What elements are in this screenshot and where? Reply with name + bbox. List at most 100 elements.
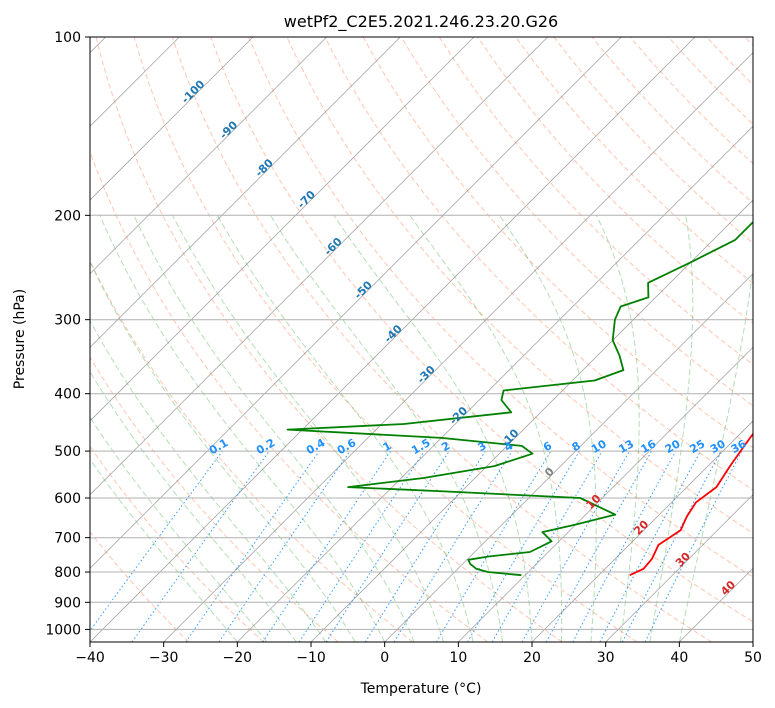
mixing-ratio-label: 8 (570, 439, 583, 454)
dry-adiabat (95, 37, 563, 642)
mixing-ratio-label: 30 (708, 437, 728, 456)
y-tick-label: 800 (54, 565, 81, 581)
moist-adiabat (678, 265, 753, 642)
isotherm-label: -80 (253, 156, 276, 179)
mixing-ratio-line (644, 450, 743, 642)
mixing-ratio-line (545, 450, 653, 642)
isotherm-line (310, 199, 753, 642)
dry-adiabat (210, 37, 753, 623)
moist-adiabat (90, 319, 327, 642)
mixing-ratio-line (218, 450, 351, 642)
chart-title: wetPf2_C2E5.2021.246.23.20.G26 (284, 12, 558, 32)
mixing-ratio-label: 1 (381, 439, 394, 454)
isotherm-label: -30 (415, 363, 438, 386)
mixing-ratio-line (521, 450, 630, 642)
mixing-ratio-line (185, 450, 320, 642)
y-tick-label: 100 (54, 30, 81, 46)
moist-adiabat (499, 215, 597, 642)
isotherm-line (90, 37, 548, 496)
mixing-ratio-line (467, 450, 580, 642)
x-tick-label: 40 (670, 650, 688, 666)
mixing-ratio-label: 13 (616, 437, 636, 456)
moist-adiabat (90, 416, 268, 642)
dry-adiabat (90, 259, 414, 642)
dewpoint-line (286, 220, 753, 577)
moist-adiabat (409, 215, 563, 642)
mixing-ratio-label: 1.5 (409, 436, 432, 457)
dry-adiabat (744, 37, 753, 47)
isotherm-line (90, 37, 622, 569)
x-axis-label: Temperature (°C) (360, 681, 482, 697)
isotherm-line (679, 567, 753, 642)
x-tick-label: −40 (75, 650, 105, 666)
y-axis: 100 200 300 400 500 600 700 800 900 1000 (45, 30, 90, 638)
isotherm-label: -70 (295, 188, 318, 211)
x-tick-label: −10 (296, 650, 326, 666)
moist-adiabat (133, 215, 415, 642)
x-tick-label: 30 (597, 650, 615, 666)
isotherm-label: -60 (322, 235, 345, 258)
y-tick-label: 200 (54, 208, 81, 224)
mixing-ratio-line (572, 450, 677, 642)
isotherm-label: 40 (718, 578, 738, 598)
x-tick-label: 0 (380, 650, 389, 666)
y-tick-label: 400 (54, 387, 81, 403)
dry-adiabat (515, 37, 753, 284)
mixing-ratio-label: 25 (687, 437, 707, 456)
isotherm-line (237, 125, 753, 642)
mixing-ratio-line (298, 450, 425, 642)
mixing-ratio-label: 36 (729, 437, 749, 456)
mixing-ratio-line (90, 450, 223, 632)
moist-adiabat (270, 215, 503, 642)
isotherm-label: -20 (447, 404, 470, 427)
mixing-ratio-label: 0.2 (254, 436, 277, 457)
mixing-ratio-line (131, 450, 270, 642)
x-tick-label: −30 (149, 650, 179, 666)
isotherm-line (605, 494, 753, 642)
isotherm-label: 30 (673, 549, 693, 569)
isotherm-line (90, 37, 475, 422)
mixing-ratio-label: 0.1 (207, 436, 230, 457)
y-axis-label: Pressure (hPa) (12, 289, 28, 389)
isotherm-label: -50 (352, 278, 375, 301)
mixing-ratio-label: 20 (663, 437, 683, 456)
plot-frame (89, 36, 754, 643)
background-lines (90, 37, 753, 642)
mixing-ratio-label: 0.6 (335, 436, 359, 457)
mixing-ratio-label: 2 (439, 439, 452, 454)
mixing-ratio-labels: 0.1 0.2 0.4 0.6 1 1.5 2 3 4 6 8 10 13 16 20 25 30 36 (207, 436, 749, 457)
dry-adiabat (133, 37, 638, 642)
dry-adiabat (400, 37, 753, 407)
dry-adiabat (90, 445, 264, 642)
moist-adiabat (333, 215, 533, 642)
isotherm-line (90, 37, 327, 275)
x-axis: −40 −30 −20 −10 0 10 20 30 40 50 (75, 642, 762, 666)
mixing-ratio-line (262, 450, 392, 642)
isotherm-line (163, 52, 753, 642)
dry-adiabat (706, 37, 753, 86)
x-tick-label: 50 (744, 650, 762, 666)
isotherm-line (458, 346, 753, 642)
mixing-ratio-label: 16 (638, 437, 658, 456)
series-lines (286, 220, 753, 577)
moist-adiabat (90, 458, 238, 642)
y-tick-label: 700 (54, 531, 81, 547)
isotherm-line (90, 37, 696, 642)
dry-adiabat (171, 37, 712, 642)
dry-adiabat (90, 531, 190, 642)
isotherm-line (90, 37, 254, 201)
temperature-line (629, 432, 753, 577)
isotherm-line (384, 273, 753, 642)
moist-adiabat (90, 260, 356, 642)
isotherm-line (90, 37, 401, 348)
isotherm-line (531, 420, 753, 642)
mixing-ratio-label: 6 (541, 439, 554, 454)
x-tick-label: 10 (449, 650, 467, 666)
isobar-grid (90, 37, 753, 630)
isotherm-label: -100 (179, 77, 208, 106)
mixing-ratio-line (325, 450, 450, 642)
dry-adiabat (90, 150, 488, 642)
moist-adiabat (217, 215, 474, 642)
isotherm-line (752, 641, 753, 642)
moist-adiabat (99, 215, 386, 642)
